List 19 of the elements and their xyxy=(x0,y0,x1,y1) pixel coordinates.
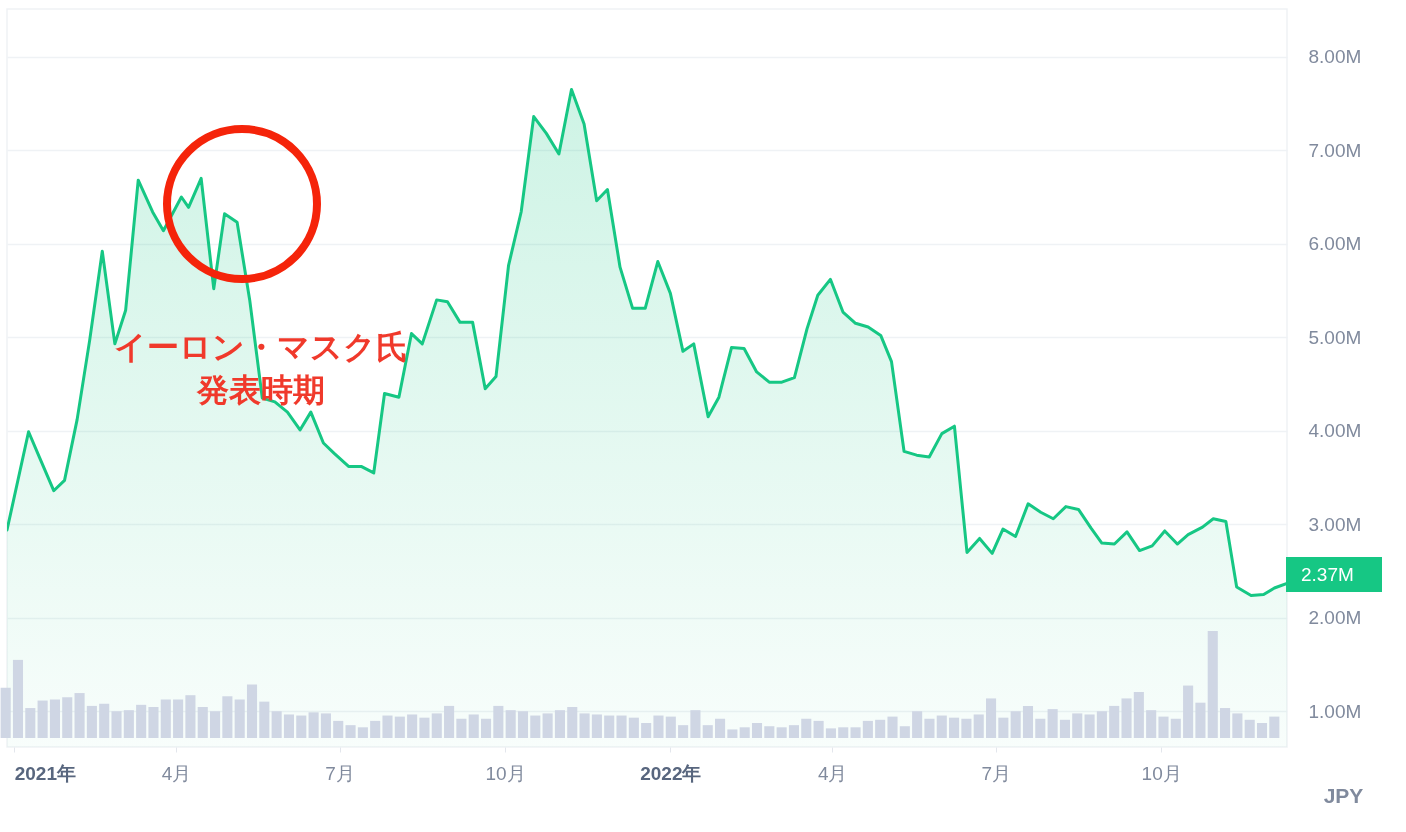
y-tick-label: 3.00M xyxy=(1308,513,1362,535)
y-tick-label: 7.00M xyxy=(1308,139,1362,161)
y-tick-label: 2.00M xyxy=(1308,607,1362,629)
x-tick-label: 2021年 xyxy=(14,762,76,784)
y-tick-label: 5.00M xyxy=(1308,326,1362,348)
x-tick-label: 4月 xyxy=(817,762,848,784)
label-box: 2.37M xyxy=(1286,556,1382,592)
x-tick-label: 4月 xyxy=(161,762,192,784)
x-tick-label: 7月 xyxy=(981,762,1012,784)
x-tick-label: 10月 xyxy=(1141,762,1182,784)
y-tick-label: 1.00M xyxy=(1308,700,1362,722)
y-tick-label: 6.00M xyxy=(1308,233,1362,255)
y-tick-label: 8.00M xyxy=(1308,46,1362,68)
y-axis-title: JPY xyxy=(1323,783,1364,807)
y-tick-label: 4.00M xyxy=(1308,420,1362,442)
x-tick-label: 10月 xyxy=(485,762,526,784)
x-tick-label: 7月 xyxy=(325,762,355,784)
annotation: 2.37M xyxy=(1301,563,1354,585)
x-tick-label: 2022年 xyxy=(640,762,702,784)
